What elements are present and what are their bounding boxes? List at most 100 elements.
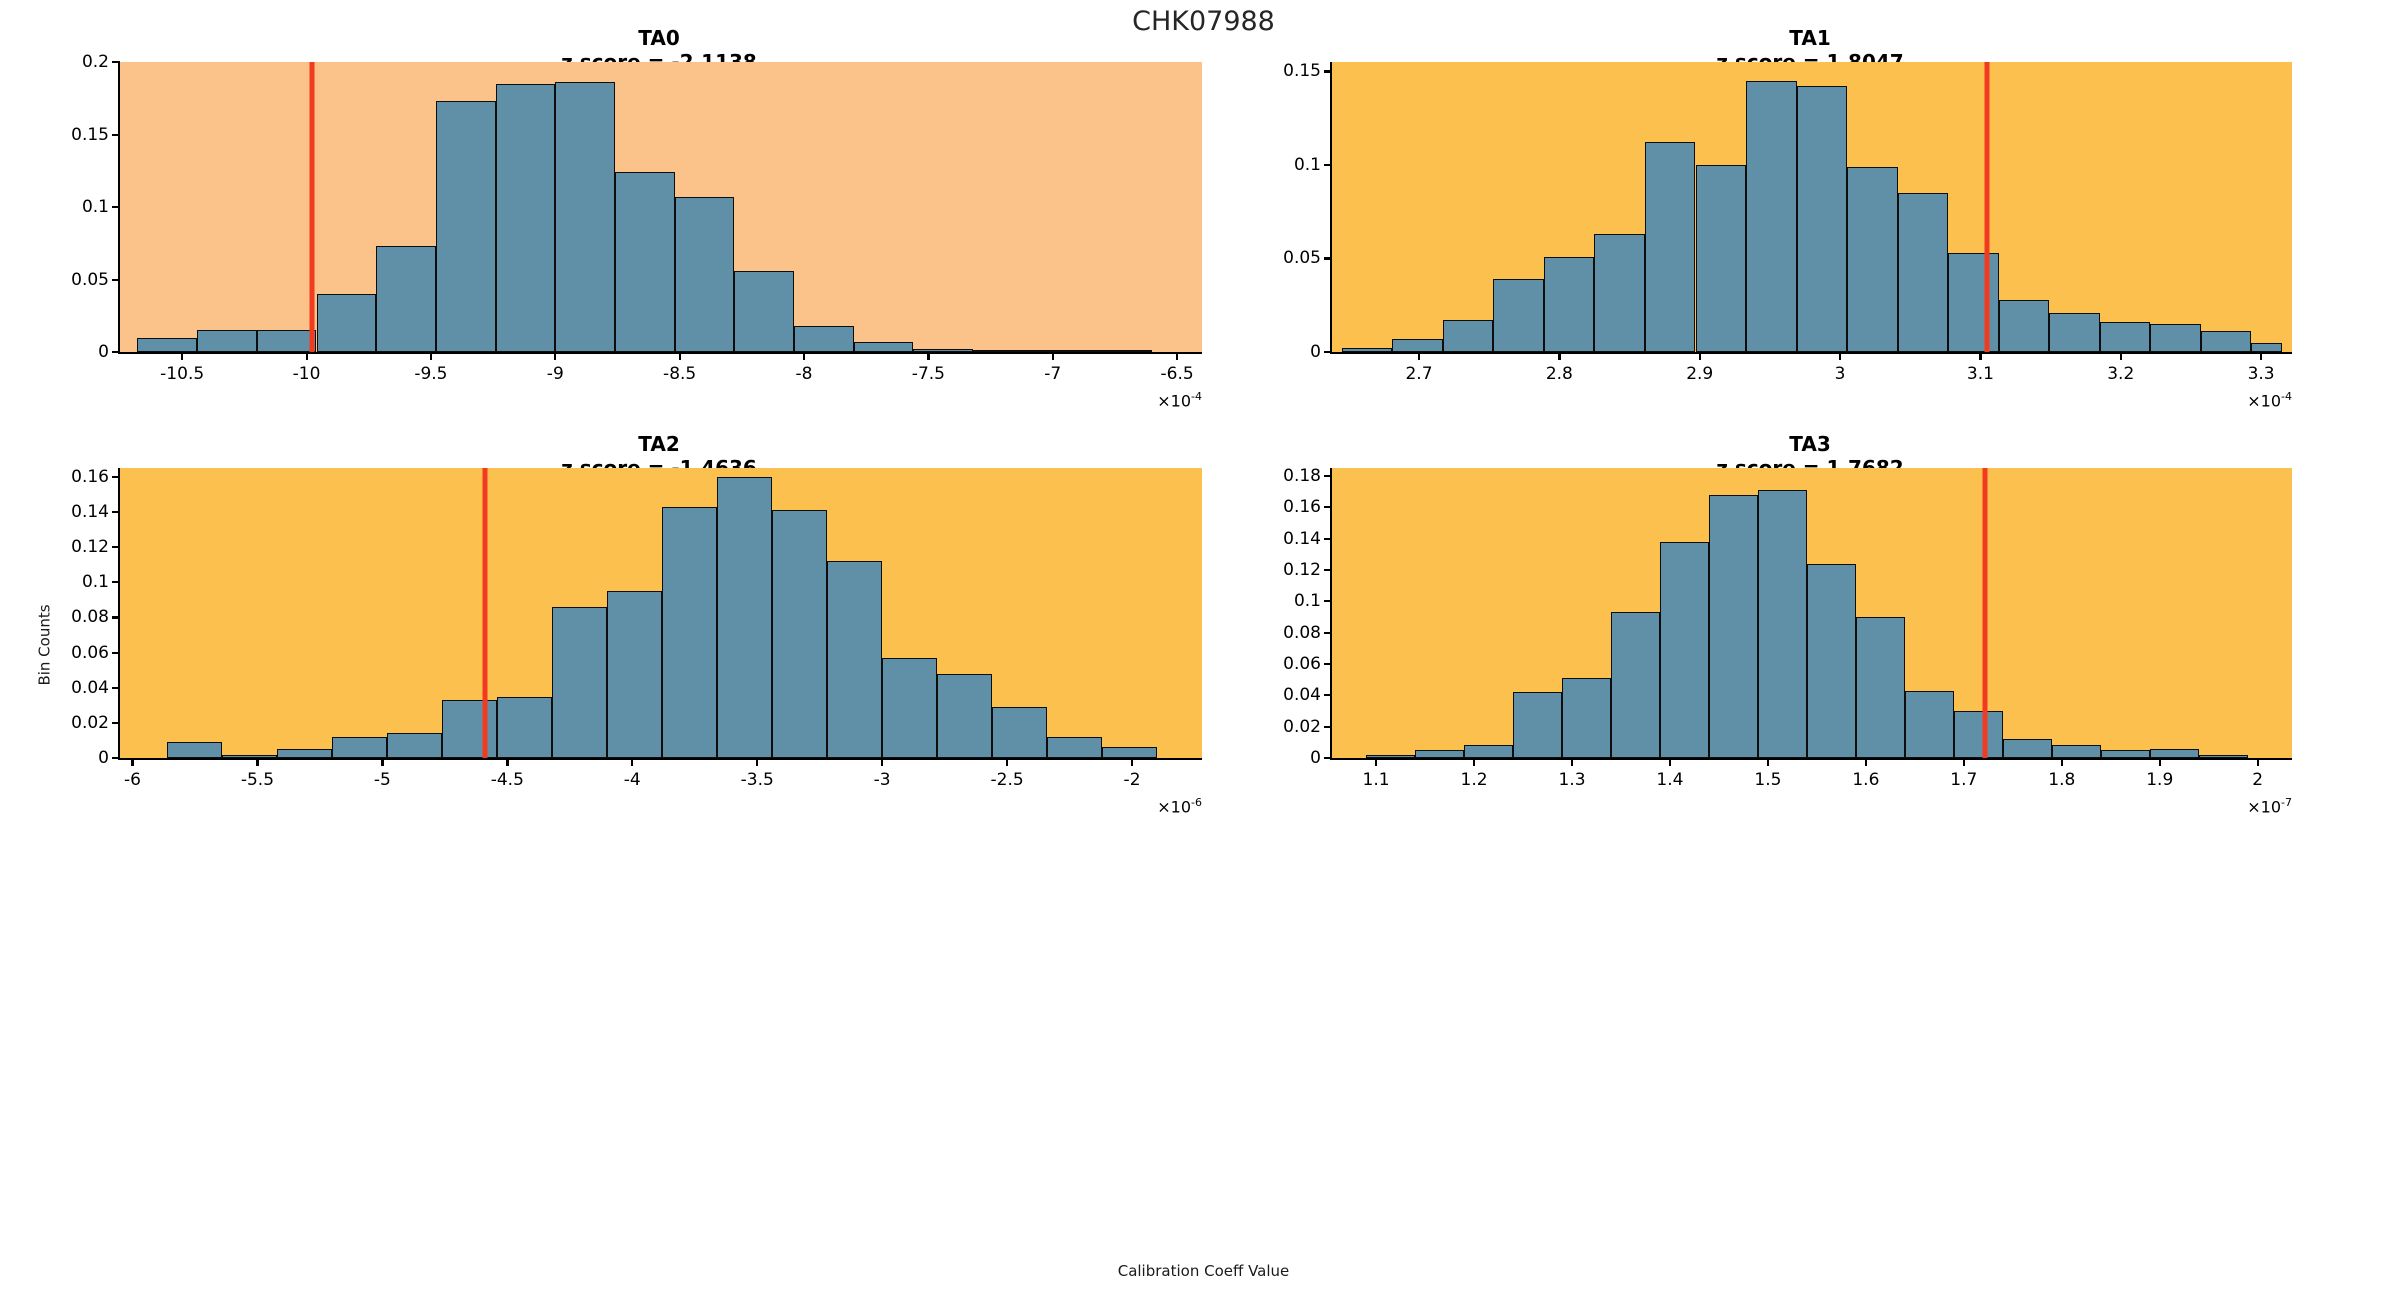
measured-value-line xyxy=(1982,468,1988,758)
histogram-bar xyxy=(1709,494,1759,758)
y-axis-tick-mark xyxy=(112,581,120,584)
x-axis-tick-mark xyxy=(256,758,259,766)
histogram-bar xyxy=(827,561,883,758)
histogram-bar xyxy=(2149,748,2199,758)
x-axis-tick-label: 3.3 xyxy=(2247,364,2275,384)
histogram-bar xyxy=(1464,745,1514,758)
histogram-bar xyxy=(794,325,854,352)
x-axis-exponent-base: ×10 xyxy=(2247,391,2282,411)
x-axis-exponent-base: ×10 xyxy=(1157,797,1192,817)
y-axis-tick-label: 0.12 xyxy=(71,537,109,558)
histogram-bar xyxy=(1562,678,1612,758)
x-axis-tick-label: -6.5 xyxy=(1160,364,1194,384)
x-axis-tick-mark xyxy=(2158,758,2161,766)
histogram-bar xyxy=(1092,350,1153,352)
x-axis-tick-label: 2.9 xyxy=(1686,364,1714,384)
x-axis-tick-mark xyxy=(1473,758,1476,766)
y-axis-tick-label: 0.08 xyxy=(1283,622,1321,643)
y-axis-tick-mark xyxy=(112,475,120,478)
x-axis-tick-mark xyxy=(554,352,557,360)
x-axis-tick-mark xyxy=(881,758,884,766)
x-axis-tick-mark xyxy=(1006,758,1009,766)
x-axis-exponent-base: ×10 xyxy=(2247,797,2282,817)
histogram-bar xyxy=(316,294,377,352)
histogram-bar xyxy=(332,736,388,758)
y-axis-tick-label: 0.1 xyxy=(1293,591,1321,612)
x-axis-tick-label: -5 xyxy=(373,770,391,790)
histogram-bar xyxy=(167,742,223,758)
figure-xlabel: Calibration Coeff Value xyxy=(1117,1262,1290,1280)
x-axis-tick-label: -4.5 xyxy=(490,770,524,790)
histogram-bar xyxy=(222,754,278,758)
x-axis-tick-label: -7.5 xyxy=(911,364,945,384)
y-axis-tick-mark xyxy=(112,206,120,209)
histogram-bar xyxy=(197,330,257,352)
y-axis-tick-mark xyxy=(1324,631,1332,634)
plot-area-ta1: 0 0.05 0.1 0.15 2.7 2.8 2.9 3 3.1 3.2 3.3 ×10-4 xyxy=(1283,61,2292,410)
y-axis-tick-mark xyxy=(1324,568,1332,572)
x-axis-tick-label: 2.7 xyxy=(1405,364,1433,384)
x-axis-tick-label: 3.2 xyxy=(2107,364,2135,384)
histogram-bar xyxy=(1644,142,1696,352)
y-axis-tick-label: 0.05 xyxy=(71,269,109,290)
histogram-bar xyxy=(992,707,1048,758)
x-axis-tick-label: -9.5 xyxy=(414,364,448,384)
figure-ylabel: Bin Counts xyxy=(35,604,54,686)
histogram-bar xyxy=(1998,299,2050,352)
histogram-bar xyxy=(937,673,993,758)
y-axis-tick-mark xyxy=(1324,600,1332,603)
histogram-bars xyxy=(120,62,1202,352)
histogram-bar xyxy=(1695,164,1747,352)
y-axis-tick-mark xyxy=(112,651,120,654)
histogram-bar xyxy=(376,246,436,352)
y-axis-tick-label: 0.02 xyxy=(71,712,109,733)
y-axis-tick-mark xyxy=(112,133,120,136)
x-axis-tick-label: 1.3 xyxy=(1558,770,1586,790)
histogram-bar xyxy=(614,172,675,352)
x-axis-tick-label: 3 xyxy=(1834,364,1846,384)
x-axis-tick-label: 1.6 xyxy=(1852,770,1880,790)
y-axis-tick-mark xyxy=(112,616,120,619)
histogram-bar xyxy=(717,476,773,758)
x-axis-tick-label: 1.1 xyxy=(1362,770,1390,790)
y-axis-tick-label: 0.16 xyxy=(1283,497,1321,518)
histogram-bar xyxy=(256,330,317,352)
x-axis-tick-mark xyxy=(803,352,806,360)
y-axis-tick-label: 0.1 xyxy=(81,572,109,593)
histogram-bars xyxy=(1332,468,2292,758)
y-axis-tick-label: 0.04 xyxy=(1283,685,1321,706)
histogram-bar xyxy=(497,696,553,758)
histogram-bar xyxy=(2150,323,2201,352)
y-axis-tick-mark xyxy=(112,686,120,689)
y-axis-tick-mark xyxy=(112,721,120,725)
histogram-bar xyxy=(1897,192,1949,352)
y-axis-tick-label: 0.08 xyxy=(71,607,109,628)
histogram-bar xyxy=(1366,754,1416,758)
histogram-bar xyxy=(435,101,496,352)
histogram-bar xyxy=(2052,745,2101,758)
histogram-bar xyxy=(552,606,608,758)
measured-value-line xyxy=(309,62,315,352)
histogram-bar xyxy=(734,270,795,352)
histogram-bar xyxy=(2099,322,2151,352)
histogram-bar xyxy=(2251,342,2283,352)
y-axis-tick-label: 0.15 xyxy=(1283,61,1321,82)
x-axis-tick-mark xyxy=(2119,352,2122,360)
x-axis-tick-mark xyxy=(1571,758,1574,766)
y-axis-tick-label: 0.18 xyxy=(1283,465,1321,486)
histogram-bars xyxy=(1332,62,2292,352)
histogram-bar xyxy=(1611,612,1661,758)
x-axis-tick-mark xyxy=(1176,352,1179,360)
y-axis-tick-label: 0 xyxy=(98,342,109,362)
histogram-bar xyxy=(1032,350,1093,352)
histogram-bar xyxy=(1415,750,1465,758)
y-axis-tick-label: 0.14 xyxy=(71,501,109,522)
histogram-bar xyxy=(2198,754,2248,758)
histogram-bar xyxy=(1543,256,1595,352)
histogram-bar xyxy=(1594,234,1645,352)
x-axis-tick-label: -7 xyxy=(1044,364,1062,384)
x-axis-tick-mark xyxy=(1668,758,1672,766)
x-axis-tick-label: -8.5 xyxy=(663,364,697,384)
x-axis-tick-label: 1.2 xyxy=(1460,770,1488,790)
